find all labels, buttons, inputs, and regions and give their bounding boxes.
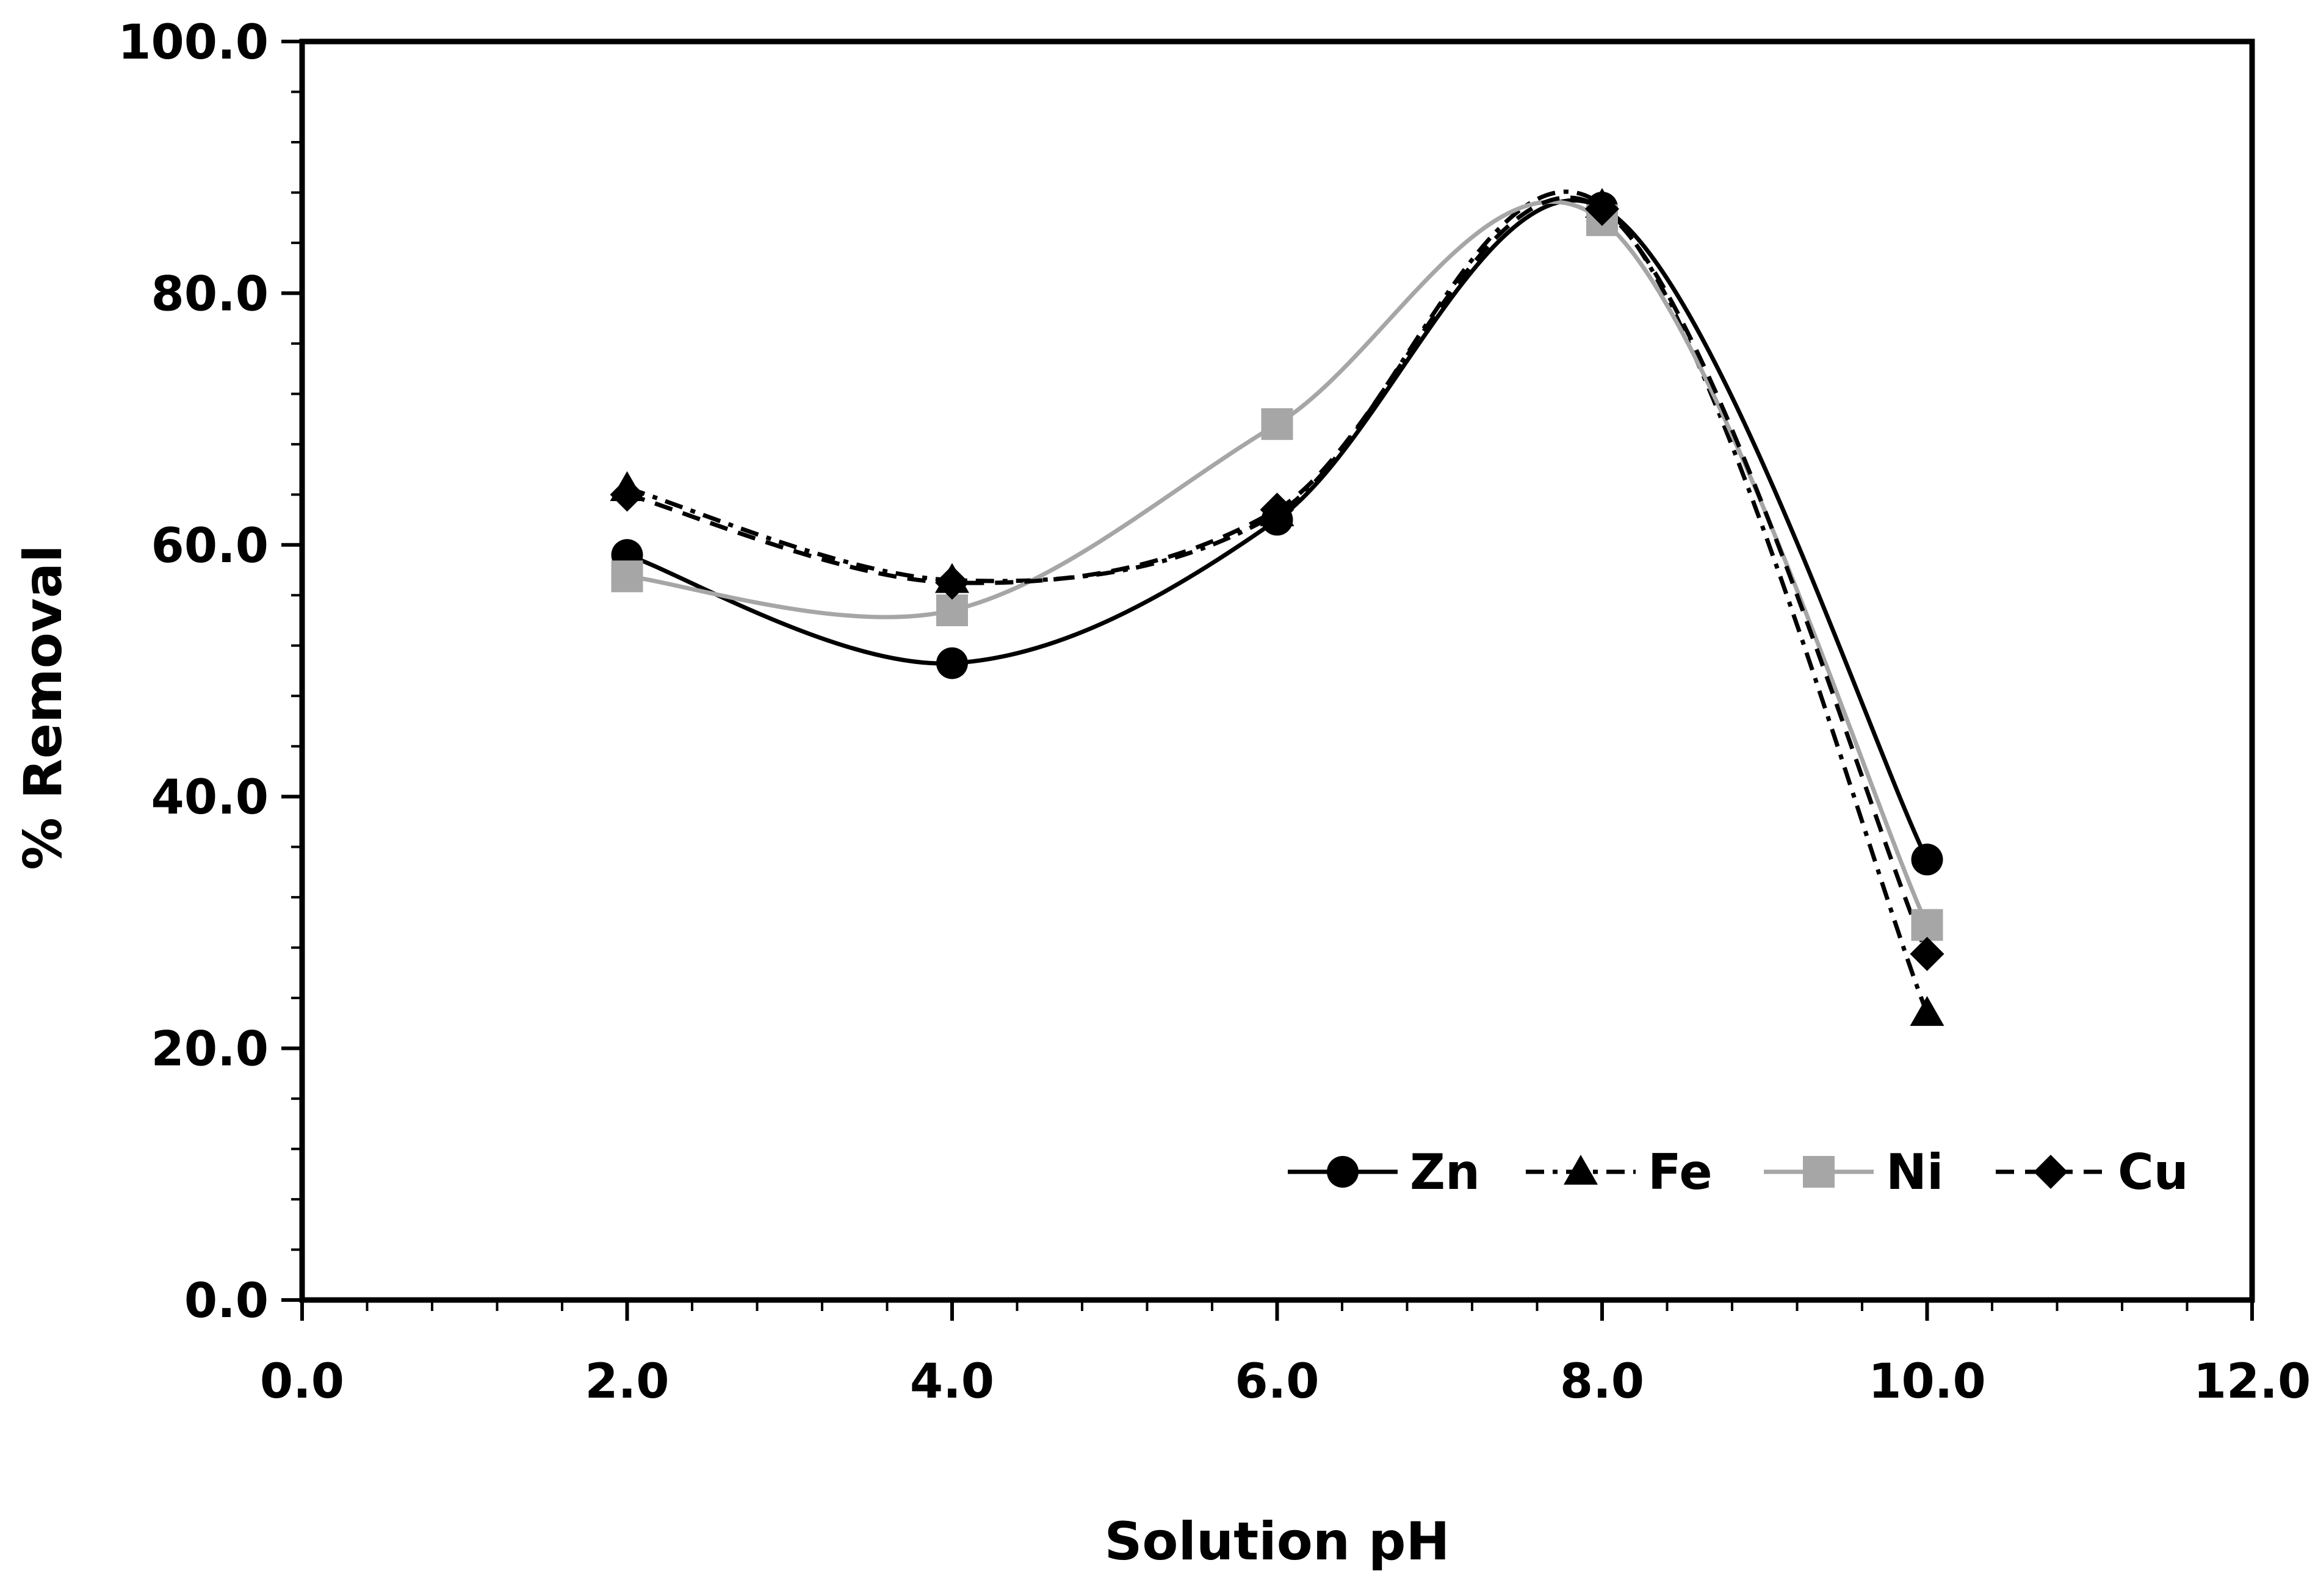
legend-label-ni: Ni bbox=[1886, 1144, 1943, 1201]
series-line-cu bbox=[626, 195, 1929, 955]
y-tick-label: 20.0 bbox=[151, 1022, 269, 1077]
legend-label-zn: Zn bbox=[1410, 1144, 1480, 1201]
axes-group: 0.0 2.0 4.0 6.0 8.0 10.0 12.0 0.0 20.0 40.0 60.0 80… bbox=[118, 15, 2311, 1409]
data-point-zn bbox=[1911, 843, 1943, 876]
y-tick-label: 40.0 bbox=[151, 770, 269, 825]
data-point-cu bbox=[1910, 936, 1944, 971]
data-point-cu bbox=[935, 565, 969, 600]
legend-marker-ni bbox=[1803, 1156, 1835, 1188]
series-line-fe bbox=[626, 189, 1929, 1014]
legend-label-fe: Fe bbox=[1648, 1144, 1713, 1201]
data-point-cu bbox=[610, 477, 644, 512]
series-line-ni bbox=[627, 200, 1929, 926]
series-line-zn bbox=[626, 198, 1929, 861]
y-tick-label: 0.0 bbox=[184, 1274, 269, 1329]
x-tick-label: 8.0 bbox=[1560, 1354, 1644, 1409]
x-tick-label: 12.0 bbox=[2193, 1354, 2311, 1409]
data-point-zn bbox=[936, 647, 968, 679]
data-point-ni bbox=[936, 594, 968, 627]
x-tick-label: 2.0 bbox=[585, 1354, 669, 1409]
x-tick-label: 4.0 bbox=[910, 1354, 994, 1409]
y-tick-label: 80.0 bbox=[151, 267, 269, 322]
x-axis-title: Solution pH bbox=[1104, 1511, 1450, 1572]
legend: Zn Fe Ni Cu bbox=[1288, 1144, 2189, 1201]
x-tick-label: 0.0 bbox=[260, 1354, 344, 1409]
legend-marker-zn bbox=[1327, 1156, 1359, 1188]
x-tick-label: 10.0 bbox=[1868, 1354, 1985, 1409]
data-point-ni bbox=[1911, 909, 1943, 941]
x-tick-label: 6.0 bbox=[1235, 1354, 1319, 1409]
y-tick-label: 60.0 bbox=[151, 519, 269, 574]
y-tick-label: 100.0 bbox=[118, 15, 269, 70]
data-point-ni bbox=[611, 560, 643, 593]
legend-label-cu: Cu bbox=[2118, 1144, 2189, 1201]
legend-marker-cu bbox=[2034, 1155, 2068, 1189]
series-group bbox=[610, 188, 1944, 1026]
data-point-ni bbox=[1261, 408, 1293, 440]
legend-marker-fe bbox=[1564, 1155, 1598, 1185]
y-axis-title: % Removal bbox=[13, 545, 74, 870]
data-point-fe bbox=[1910, 995, 1944, 1026]
data-point-cu bbox=[1260, 493, 1294, 527]
data-point-cu bbox=[1585, 192, 1619, 226]
